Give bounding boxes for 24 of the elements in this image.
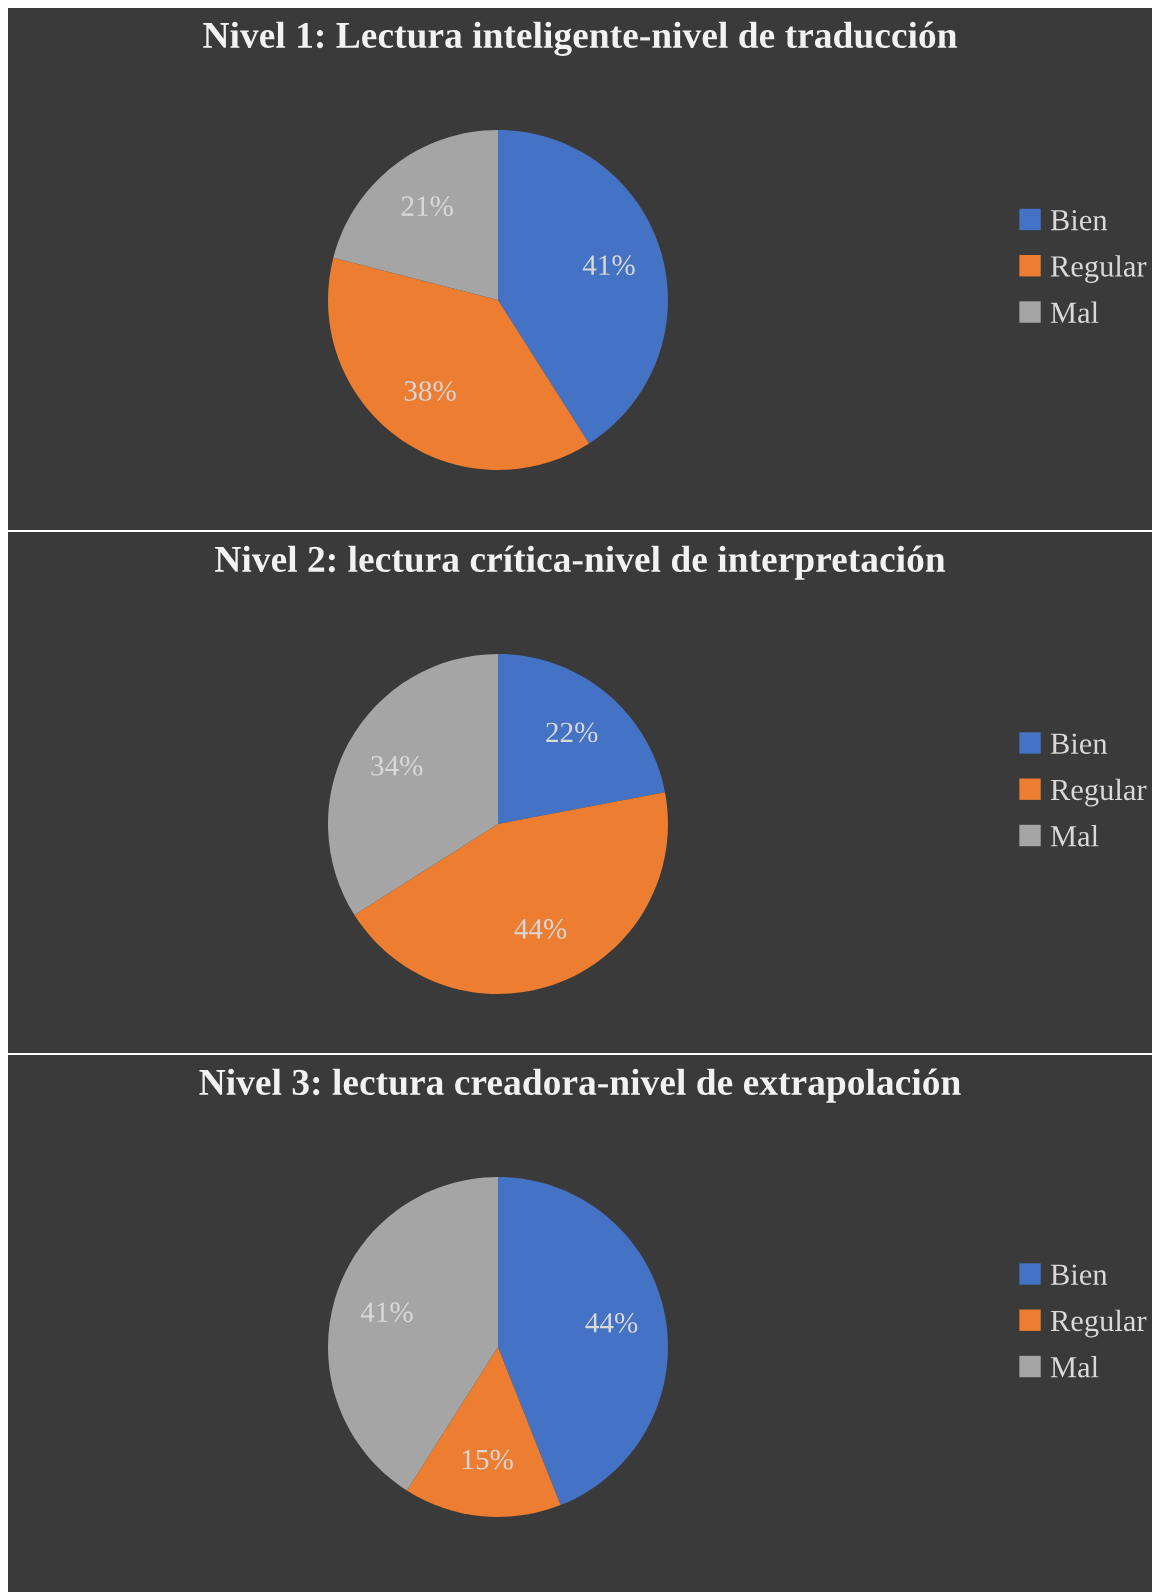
legend-label: Bien [1050, 209, 1108, 231]
pie-slice [498, 654, 665, 824]
chart-title: Nivel 3: lectura creadora-nivel de extrapolación [199, 1068, 961, 1103]
pie-slice [354, 792, 668, 994]
legend-label: Bien [1050, 1264, 1108, 1285]
data-label: 38% [404, 381, 456, 401]
chart-title: Nivel 2: lectura crítica-nivel de interpretación [215, 545, 946, 580]
legend-label: Mal [1050, 1356, 1099, 1378]
data-label: 15% [462, 1449, 513, 1470]
pie-slice [328, 654, 498, 916]
data-label: 41% [582, 255, 635, 276]
legend-label: Regular [1050, 1309, 1147, 1338]
legend-label: Regular [1050, 255, 1147, 283]
legend-label: Bien [1050, 733, 1108, 754]
legend-label: Mal [1050, 825, 1099, 847]
data-label: 44% [585, 1312, 638, 1333]
pie-slice [333, 130, 498, 300]
data-label: 22% [546, 722, 598, 743]
chart-title: Nivel 1: Lectura inteligente-nivel de traducción [203, 21, 957, 56]
legend-label: Mal [1050, 301, 1099, 324]
pie-slice [498, 130, 668, 444]
pie-slice [406, 1347, 561, 1517]
data-label: 44% [514, 919, 567, 939]
legend-label: Regular [1050, 778, 1147, 807]
